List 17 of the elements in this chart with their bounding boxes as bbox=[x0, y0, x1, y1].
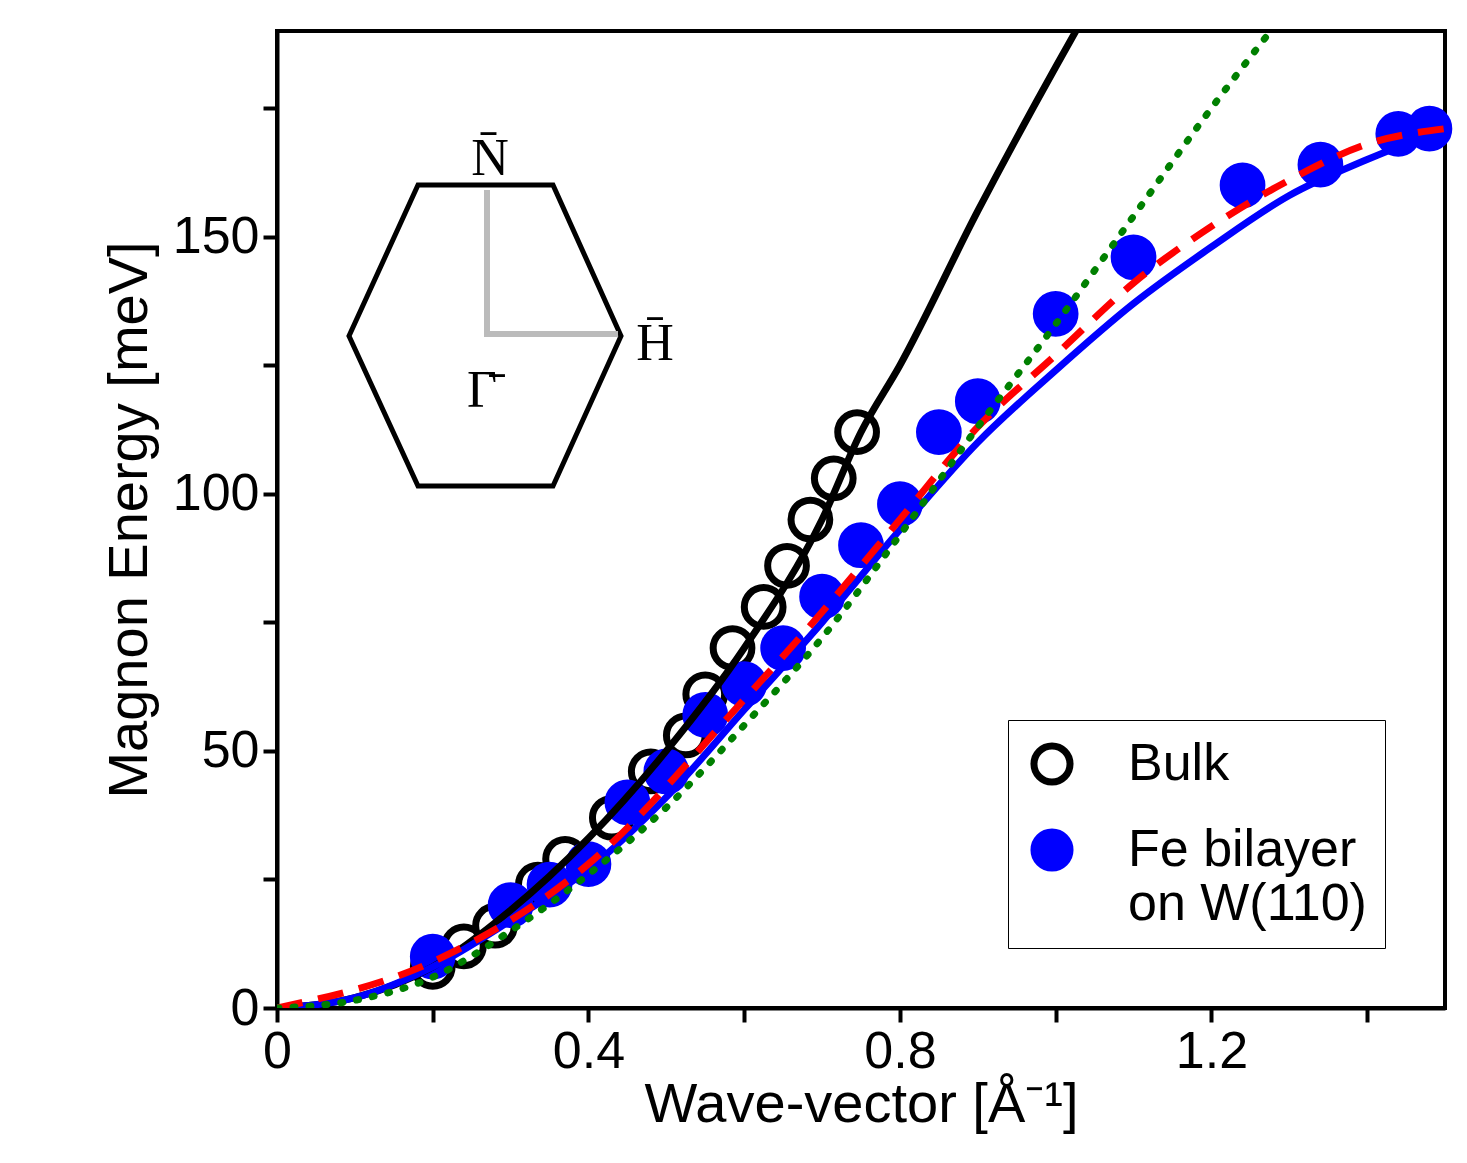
point bbox=[1219, 162, 1266, 209]
y-tick-label: 0 bbox=[230, 977, 260, 1036]
y-tick-label: 100 bbox=[172, 463, 260, 522]
point bbox=[954, 378, 1001, 425]
legend-label: Bulk bbox=[1128, 733, 1231, 791]
annotation: Γ̄ bbox=[466, 361, 506, 418]
x-tick-label: 0.4 bbox=[552, 1020, 626, 1079]
y-axis-title: Magnon Energy [meV] bbox=[95, 241, 159, 799]
legend-label: Fe bilayer on W(110) bbox=[1128, 819, 1367, 931]
point bbox=[916, 409, 962, 455]
y-tick-label: 150 bbox=[172, 206, 260, 265]
annotation: H̄ bbox=[636, 314, 674, 371]
point bbox=[1110, 234, 1157, 281]
y-tick-label: 50 bbox=[201, 720, 260, 779]
x-tick-label: 1.2 bbox=[1175, 1020, 1249, 1079]
annotation: N̄ bbox=[471, 129, 509, 186]
point bbox=[1032, 290, 1079, 337]
